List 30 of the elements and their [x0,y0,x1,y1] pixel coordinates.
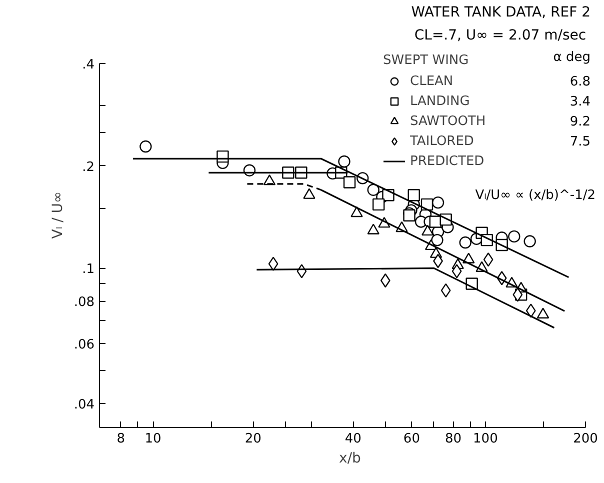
x-tick-label: 40 [344,432,362,446]
legend-label: PREDICTED [410,152,484,170]
legend-title: SWEPT WING [383,53,470,68]
y-tick-label: .06 [74,338,95,353]
text: CL=.7, U∞ = 2.07 m/sec [414,28,586,44]
x-tick-label: 20 [244,432,262,446]
x-tick-label: 60 [403,432,420,446]
x-tick-label: 80 [444,432,462,446]
y-tick-label: .04 [74,398,95,412]
annotation: 7.5 [570,134,591,150]
legend-label: SAWTOOTH [410,112,486,130]
annotation: Vₗ/U∞ ∝ (x/b)^-1/2 [475,188,596,203]
legend-label: TAILORED [410,132,474,150]
x-tick-label: 10 [144,432,162,446]
annotation: 9.2 [570,114,591,130]
y-tick-label: .08 [74,295,95,310]
x-tick-label: 200 [573,432,598,446]
y-tick-label: .2 [82,160,95,175]
annotation: 3.4 [570,94,591,110]
y-tick-label: .4 [82,58,95,72]
x-axis-title: x/b [339,450,362,466]
legend-label: CLEAN [410,72,454,90]
annotation: α deg [553,50,591,65]
legend-label: LANDING [410,92,470,110]
y-axis-title: Vₗ / U∞ [50,191,66,239]
text: WATER TANK DATA, REF 2 [411,4,591,20]
y-tick-label: .1 [82,262,95,278]
x-tick-label: 8 [116,432,125,446]
x-tick-label: 100 [473,432,498,446]
annotation: 6.8 [570,74,591,90]
